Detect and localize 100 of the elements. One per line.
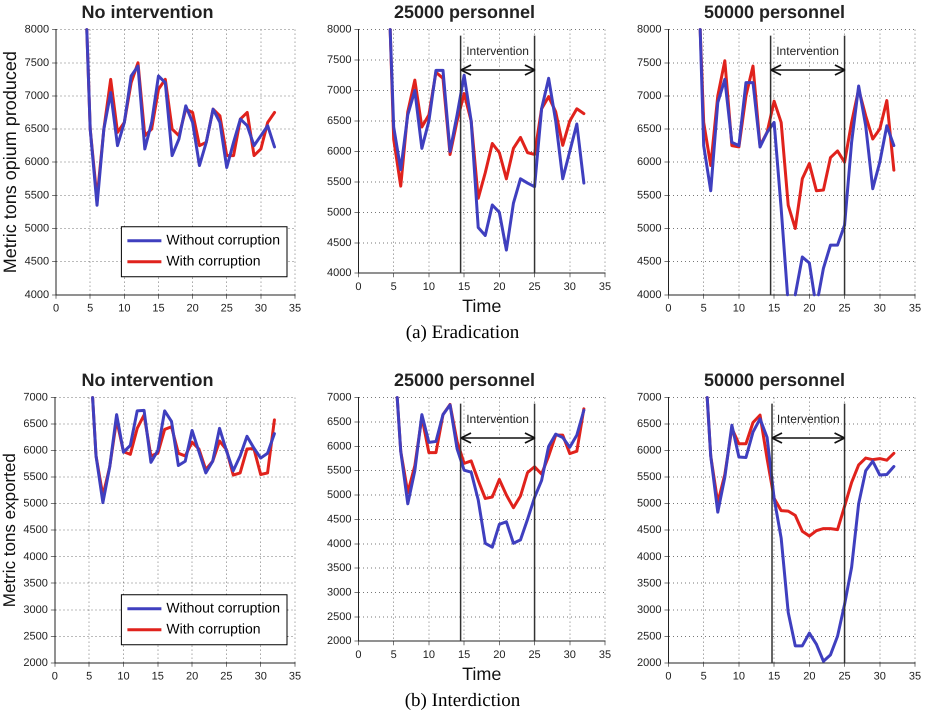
y-tick-label: 4000	[326, 267, 352, 280]
x-tick-label: 25	[838, 670, 851, 682]
y-tick-label: 4500	[24, 256, 50, 268]
y-tick-label: 5000	[636, 498, 662, 510]
y-tick-label: 6500	[326, 416, 352, 428]
x-tick-label: 30	[874, 670, 886, 682]
x-tick-label: 35	[288, 302, 302, 314]
y-tick-label: 5500	[636, 189, 662, 202]
y-tick-label: 6000	[326, 145, 352, 158]
x-tick-label: 30	[564, 280, 576, 293]
y-tick-label: 4000	[24, 288, 50, 301]
y-tick-label: 8000	[326, 24, 352, 36]
x-tick-label: 0	[52, 670, 58, 682]
y-tick-label: 3000	[326, 586, 352, 599]
y-axis-title: Metric tons exported	[0, 453, 19, 608]
y-tick-label: 5000	[326, 206, 352, 218]
x-tick-label: 10	[117, 670, 130, 682]
y-tick-label: 6000	[24, 156, 50, 168]
y-tick-label: 6500	[636, 123, 662, 136]
y-axis-title: Metric tons opium produced	[0, 51, 20, 274]
x-tick-label: 5	[87, 302, 94, 314]
y-tick-label: 3500	[636, 577, 662, 590]
x-tick-label: 35	[908, 670, 922, 682]
annotation: Intervention	[466, 44, 529, 58]
y-tick-label: 5000	[23, 498, 48, 510]
y-tick-label: 3500	[326, 562, 352, 574]
x-tick-label: 35	[598, 648, 612, 661]
chart-title: No intervention	[81, 370, 214, 390]
y-tick-label: 7000	[326, 84, 352, 97]
y-tick-label: 3000	[23, 604, 48, 616]
chart-title: 50000 personnel	[704, 370, 846, 390]
y-tick-label: 6500	[326, 114, 352, 127]
y-tick-label: 4000	[23, 550, 48, 563]
x-tick-label: 15	[458, 280, 470, 293]
y-tick-label: 8000	[636, 24, 662, 36]
legend-label: Without corruption	[166, 232, 280, 248]
x-tick-label: 5	[390, 280, 397, 293]
x-tick-label: 35	[908, 302, 922, 314]
x-tick-label: 35	[598, 280, 612, 293]
x-tick-label: 20	[186, 670, 198, 682]
y-tick-label: 2500	[636, 630, 662, 642]
x-tick-label: 30	[254, 302, 267, 314]
x-tick-label: 15	[152, 670, 164, 682]
chart-title: 25000 personnel	[394, 370, 536, 390]
y-tick-label: 7000	[24, 90, 50, 102]
y-tick-label: 2000	[326, 635, 352, 648]
y-tick-label: 7500	[326, 54, 352, 66]
x-tick-label: 5	[700, 302, 707, 314]
x-tick-label: 0	[53, 302, 60, 314]
x-tick-label: 0	[665, 302, 672, 314]
x-tick-label: 25	[528, 648, 541, 661]
y-tick-label: 4500	[636, 256, 662, 268]
x-tick-label: 25	[220, 302, 233, 314]
x-tick-label: 15	[458, 648, 470, 661]
annotation: Intervention	[466, 412, 529, 426]
chart-title: 25000 personnel	[394, 2, 536, 22]
y-tick-label: 6500	[23, 418, 48, 430]
x-axis-title: Time	[462, 296, 502, 316]
x-tick-label: 0	[355, 648, 362, 661]
x-tick-label: 15	[152, 302, 165, 314]
y-tick-label: 5500	[326, 464, 352, 477]
x-tick-label: 0	[355, 280, 362, 293]
y-tick-label: 4500	[23, 524, 48, 536]
x-tick-label: 35	[288, 670, 302, 682]
y-tick-label: 6000	[326, 440, 352, 452]
y-tick-label: 4000	[326, 538, 352, 550]
y-tick-label: 7000	[636, 392, 662, 404]
y-tick-label: 7000	[326, 392, 352, 404]
y-tick-label: 2000	[636, 656, 662, 669]
y-tick-label: 2000	[23, 656, 48, 669]
y-tick-label: 6500	[636, 418, 662, 430]
y-tick-label: 6500	[24, 123, 50, 136]
x-axis-title: Time	[462, 664, 502, 684]
chart-title: No intervention	[81, 2, 214, 22]
text: (b) Interdiction	[404, 690, 522, 712]
x-tick-label: 25	[220, 670, 233, 682]
y-tick-label: 8000	[24, 24, 50, 36]
y-tick-label: 4000	[636, 288, 662, 301]
annotation: Intervention	[776, 412, 840, 426]
annotation: Intervention	[776, 44, 839, 58]
y-tick-label: 3000	[636, 604, 662, 616]
y-tick-label: 2500	[326, 610, 352, 623]
x-tick-label: 20	[493, 648, 506, 661]
y-tick-label: 4500	[636, 524, 662, 536]
x-tick-label: 10	[732, 302, 746, 314]
x-tick-label: 20	[803, 670, 816, 682]
y-tick-label: 6000	[636, 156, 662, 168]
x-tick-label: 30	[874, 302, 886, 314]
x-tick-label: 25	[838, 302, 851, 314]
x-tick-label: 15	[768, 302, 780, 314]
y-tick-label: 4500	[326, 236, 352, 249]
x-tick-label: 20	[493, 280, 506, 293]
text: (a) Eradication	[404, 322, 520, 344]
y-tick-label: 5500	[23, 471, 48, 484]
y-tick-label: 5000	[24, 222, 50, 235]
y-tick-label: 4500	[326, 513, 352, 526]
x-tick-label: 5	[390, 648, 397, 661]
y-tick-label: 5000	[326, 489, 352, 502]
x-tick-label: 30	[254, 670, 267, 682]
legend-label: Without corruption	[166, 600, 280, 616]
